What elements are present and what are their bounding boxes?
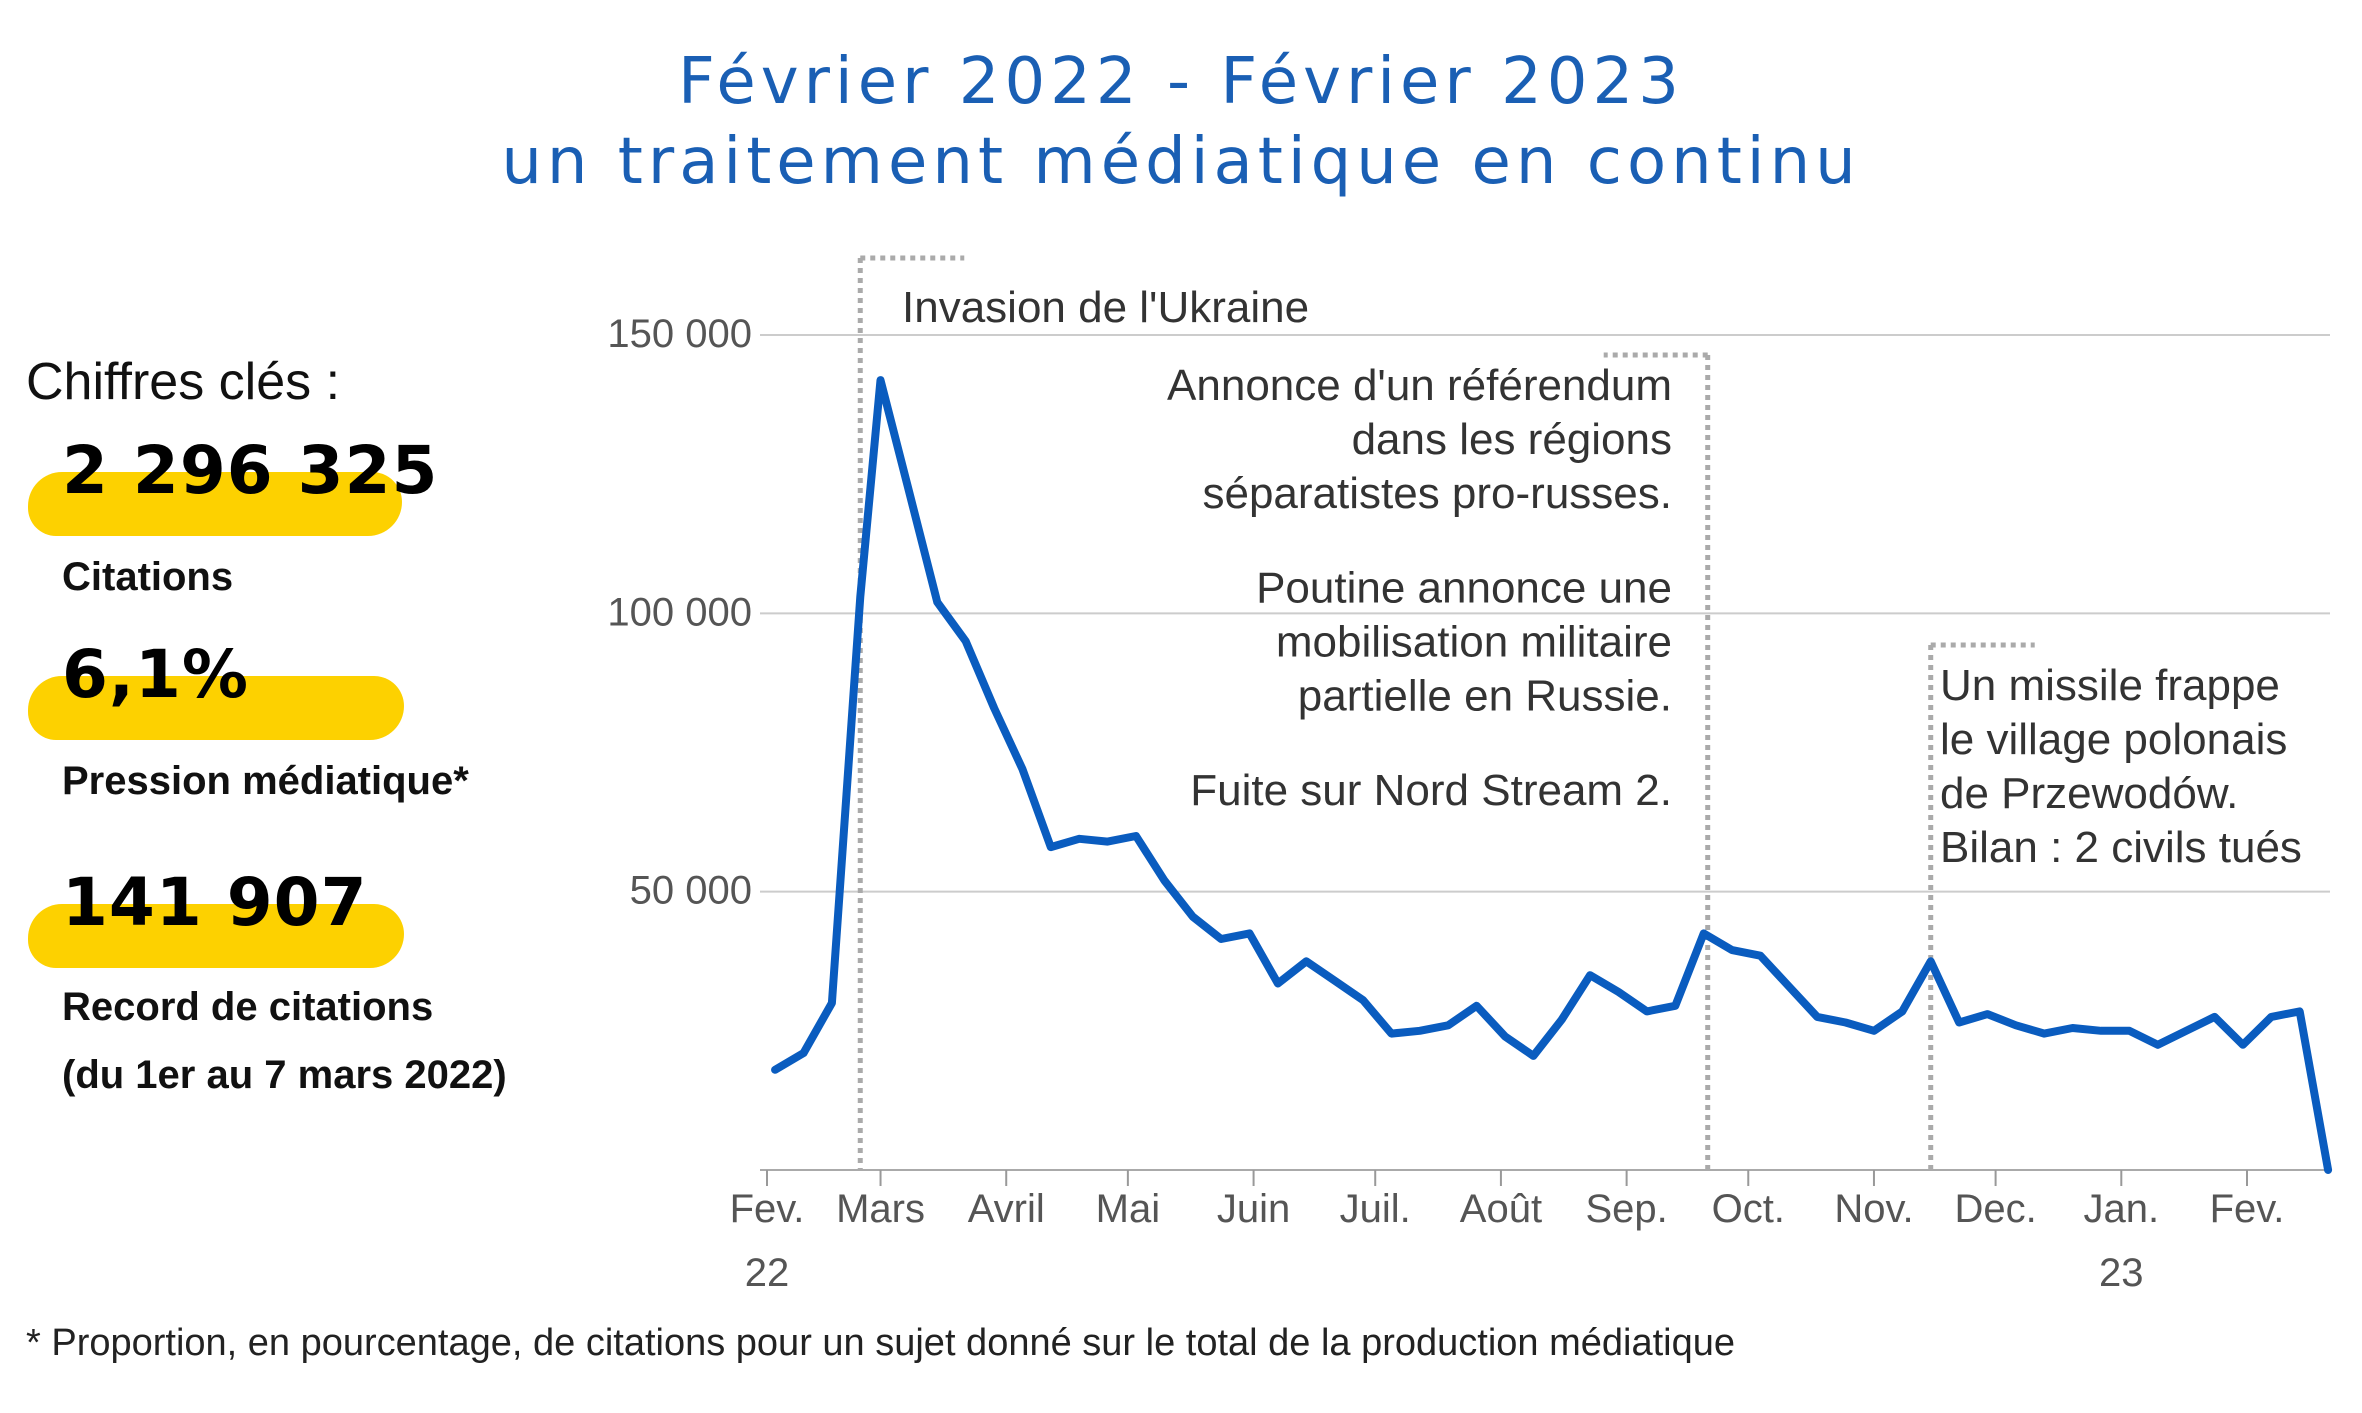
annotation-text: dans les régions [1352, 415, 1672, 464]
chart-title: Février 2022 - Février 2023 un traitemen… [0, 42, 2362, 202]
y-tick-label: 50 000 [630, 869, 752, 913]
x-tick-sublabel: 22 [745, 1251, 790, 1295]
annotation-text: Invasion de l'Ukraine [902, 283, 1309, 332]
x-tick-label: Oct. [1712, 1187, 1785, 1231]
key-figure-label: Citations [62, 555, 234, 599]
x-tick-label: Mars [836, 1187, 925, 1231]
footnote: * Proportion, en pourcentage, de citatio… [26, 1322, 1736, 1364]
key-figure-value: 2 296 325 [62, 432, 439, 509]
key-figure-citations: 2 296 325 [28, 432, 439, 536]
x-tick-label: Dec. [1954, 1187, 2036, 1231]
annotation-text: de Przewodów. [1940, 769, 2238, 818]
key-figure-record: 141 907 [28, 864, 404, 968]
title-line-2: un traitement médiatique en continu [501, 125, 1861, 199]
key-figure-pression: 6,1% [28, 636, 404, 740]
key-figure-value: 6,1% [62, 636, 250, 713]
key-figure-label: (du 1er au 7 mars 2022) [62, 1053, 507, 1097]
annotation-text: le village polonais [1940, 715, 2287, 764]
x-tick-label: Sep. [1585, 1187, 1667, 1231]
highlight-marker [28, 904, 404, 968]
series-line [771, 376, 2333, 1174]
annotation-text: Fuite sur Nord Stream 2. [1190, 766, 1672, 815]
x-tick-label: Nov. [1834, 1187, 1913, 1231]
key-figures-heading: Chiffres clés : [26, 353, 341, 411]
x-tick-label: Jan. [2083, 1187, 2159, 1231]
highlight-marker [28, 472, 402, 536]
annotation-text: Bilan : 2 civils tués [1940, 823, 2302, 872]
y-tick-label: 150 000 [607, 312, 752, 356]
x-tick-label: Août [1460, 1187, 1542, 1231]
annotation-text: partielle en Russie. [1298, 672, 1672, 721]
x-tick-label: Fev. [2210, 1187, 2285, 1231]
x-tick-label: Juil. [1340, 1187, 1411, 1231]
key-figures-panel: Chiffres clés : 2 296 325 Citations 6,1%… [0, 0, 560, 1200]
annotation-text: Annonce d'un référendum [1167, 361, 1672, 410]
annotation-text: mobilisation militaire [1276, 618, 1672, 667]
annotation-text: Poutine annonce une [1256, 564, 1672, 613]
x-tick-label: Avril [968, 1187, 1045, 1231]
key-figure-label: Pression médiatique* [62, 759, 469, 803]
x-tick-sublabel: 23 [2099, 1251, 2144, 1295]
key-figure-label: Record de citations [62, 985, 434, 1029]
title-line-1: Février 2022 - Février 2023 [678, 45, 1684, 119]
highlight-marker [28, 676, 404, 740]
annotation-text: séparatistes pro-russes. [1202, 469, 1672, 518]
x-tick-label: Mai [1096, 1187, 1160, 1231]
y-tick-label: 100 000 [607, 590, 752, 634]
x-tick-label: Juin [1217, 1187, 1290, 1231]
x-tick-label: Fev. [730, 1187, 805, 1231]
key-figure-value: 141 907 [62, 864, 368, 941]
annotation-text: Un missile frappe [1940, 661, 2280, 710]
